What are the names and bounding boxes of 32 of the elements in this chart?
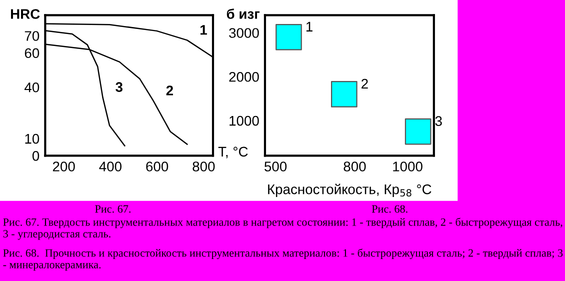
x-axis-title: T, °C xyxy=(218,146,248,158)
series-label: 1 xyxy=(306,22,312,32)
x-tick-label: 1000 xyxy=(393,162,422,172)
text: Рис. 68. xyxy=(372,205,408,213)
x-axis-title: Красностойкость, Кр$_{58}$ °C xyxy=(268,184,432,197)
y-tick-label: 0 xyxy=(32,151,40,161)
x-tick-label: 400 xyxy=(99,162,122,172)
y-tick-label: 3000 xyxy=(229,28,259,38)
y-tick-label: 1000 xyxy=(230,116,259,126)
x-tick-label: 800 xyxy=(344,162,366,172)
point xyxy=(276,24,302,50)
x-tick-label: 200 xyxy=(52,162,75,172)
series-label: 2 xyxy=(362,78,368,89)
y-tick-label: 2000 xyxy=(229,72,259,82)
x-tick-label: 800 xyxy=(192,162,215,172)
y-tick-label: 60 xyxy=(24,48,40,58)
series-label: 3 xyxy=(435,116,442,126)
text: Рис. 67. Твердость инструментальных материалов в нагретом состоянии: 1 - твердый сплав, 2 - быстрорежущая сталь, 3 - углеродистая сталь. xyxy=(3,218,562,240)
point xyxy=(331,81,358,108)
y-axis-title: HRC xyxy=(11,9,40,19)
point xyxy=(404,118,432,145)
y-tick-label: 70 xyxy=(24,31,40,41)
y-axis-title: б изг xyxy=(226,8,260,19)
y-tick-label: 10 xyxy=(25,134,40,144)
text: Рис. 67. xyxy=(95,205,131,213)
series-label: 3 xyxy=(116,82,122,92)
text: Рис. 68. Прочность и красностойкость инструментальных материалов: 1 - быстрорежущая сталь; 2 - твердый сплав; 3 - минералокерамика. xyxy=(3,248,563,271)
x-tick-label: 600 xyxy=(146,162,168,172)
series-label: 2 xyxy=(166,86,174,96)
series-label: 1 xyxy=(200,25,207,35)
x-tick-label: 500 xyxy=(264,162,287,172)
y-tick-label: 40 xyxy=(24,82,40,92)
